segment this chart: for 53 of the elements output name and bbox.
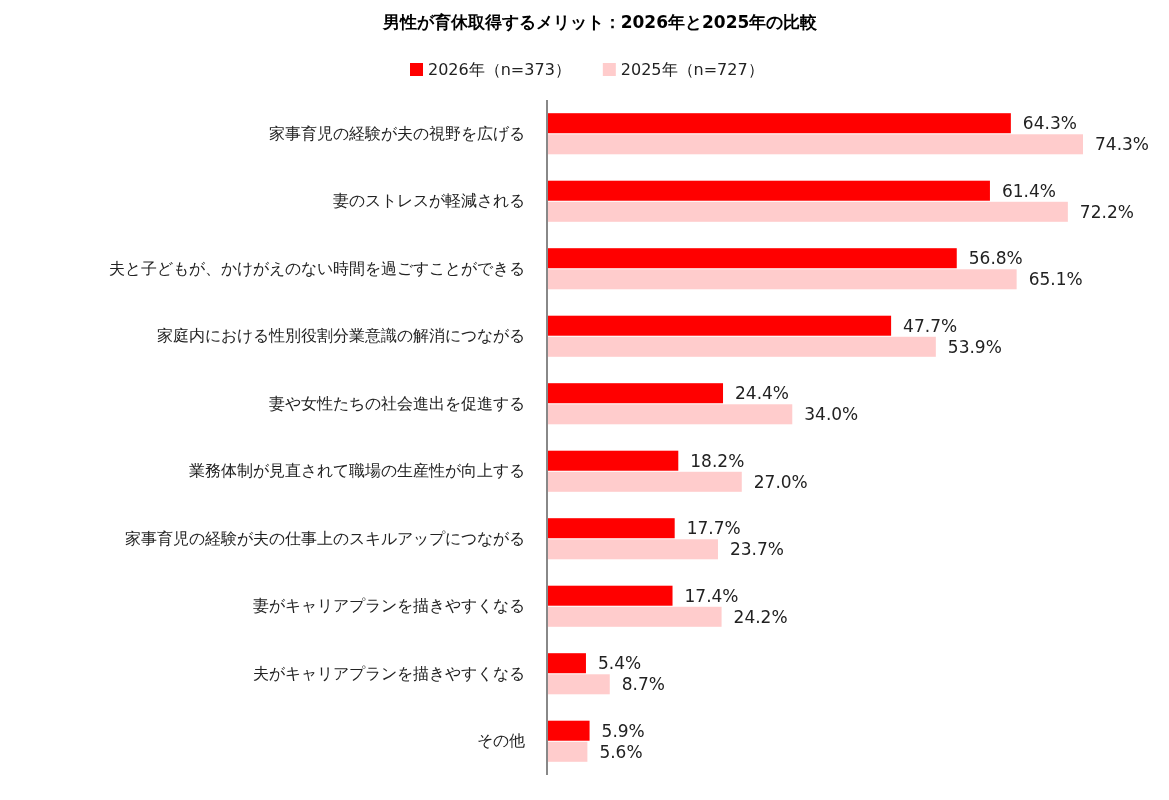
bar	[547, 450, 679, 471]
bar	[547, 404, 793, 425]
data-label: 17.7%	[686, 518, 741, 539]
bar	[547, 653, 586, 674]
y-tick-label: 妻がキャリアプランを描きやすくなる	[253, 597, 525, 615]
y-tick-label: 妻や女性たちの社会進出を促進する	[269, 394, 525, 412]
bar	[547, 134, 1083, 155]
y-tick-label: 家庭内における性別役割分業意識の解消につながる	[157, 327, 525, 345]
data-label: 23.7%	[729, 539, 784, 560]
data-label: 24.4%	[735, 383, 790, 404]
data-label: 65.1%	[1028, 269, 1083, 290]
y-tick-label: その他	[477, 732, 525, 750]
data-label: 17.4%	[684, 585, 739, 606]
data-label: 53.9%	[947, 336, 1002, 357]
y-tick-label: 業務体制が見直されて職場の生産性が向上する	[189, 462, 525, 480]
data-label: 56.8%	[968, 248, 1023, 269]
data-label: 61.4%	[1001, 180, 1056, 201]
bar	[547, 113, 1011, 134]
bar	[547, 336, 936, 357]
data-label: 5.6%	[599, 741, 643, 762]
data-label: 64.3%	[1022, 113, 1077, 134]
bar	[547, 180, 990, 201]
bar	[547, 674, 610, 695]
bar	[547, 720, 590, 741]
y-tick-label: 家事育児の経験が夫の仕事上のスキルアップにつながる	[125, 529, 525, 547]
bar	[547, 471, 742, 492]
bar	[547, 383, 724, 404]
bar	[547, 606, 722, 627]
bar	[547, 201, 1068, 222]
data-label: 8.7%	[621, 674, 665, 695]
y-tick-label: 妻のストレスが軽減される	[333, 192, 525, 210]
data-label: 18.2%	[690, 450, 745, 471]
bar	[547, 518, 675, 539]
data-label: 74.3%	[1095, 134, 1150, 155]
data-label: 5.4%	[597, 653, 642, 674]
data-label: 34.0%	[804, 404, 859, 425]
y-tick-label: 夫と子どもが、かけがえのない時間を過ごすことができる	[109, 259, 525, 277]
y-tick-label: 夫がキャリアプランを描きやすくなる	[253, 664, 525, 682]
data-label: 5.9%	[601, 720, 645, 741]
data-label: 27.0%	[753, 471, 808, 492]
bar	[547, 248, 957, 269]
bar	[547, 269, 1017, 290]
legend-label: 2026年（n=373）	[428, 60, 571, 79]
bar	[547, 585, 673, 606]
data-label: 47.7%	[903, 315, 958, 336]
chart-title: 男性が育休取得するメリット：2026年と2025年の比較	[381, 12, 819, 32]
legend-label: 2025年（n=727）	[620, 60, 764, 79]
data-label: 72.2%	[1079, 201, 1134, 222]
bar	[547, 315, 892, 336]
bar	[547, 539, 718, 560]
bar	[547, 741, 588, 762]
y-tick-label: 家事育児の経験が夫の視野を広げる	[269, 124, 525, 142]
data-label: 24.2%	[733, 606, 788, 627]
